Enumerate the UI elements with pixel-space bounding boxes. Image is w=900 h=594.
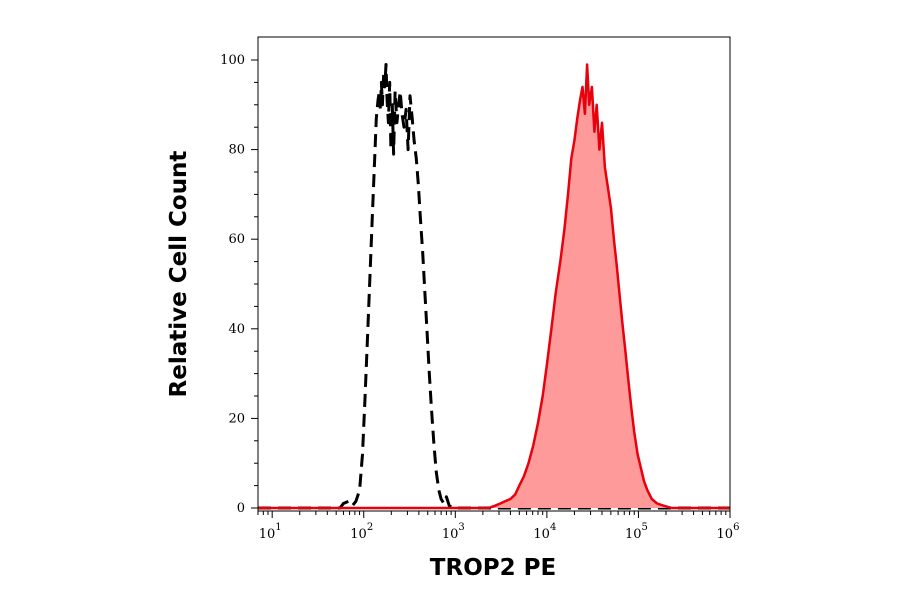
x-tick-label: 104 [533,522,556,542]
y-tick-label: 60 [228,232,245,247]
x-tick-label: 102 [350,522,373,542]
x-tick-label: 101 [259,522,282,542]
series-0-line [258,63,730,510]
x-tick-label: 103 [442,522,465,542]
series-1-area [258,64,730,508]
y-axis-title: Relative Cell Count [166,151,192,398]
y-tick-label: 20 [228,411,245,426]
x-tick-label: 106 [717,522,740,542]
y-tick-label: 80 [228,143,245,158]
plot-frame [257,36,731,512]
x-axis-title: TROP2 PE [430,555,556,581]
x-tick-label: 105 [625,522,648,542]
y-tick-label: 0 [237,501,245,516]
y-tick-label: 40 [228,322,245,337]
y-tick-label: 100 [220,53,245,68]
series-layer [258,63,730,510]
series-1-line [258,63,730,510]
ticks-layer: 0 20 40 60 80 100 101 102 103 104 105 106 [220,53,739,542]
